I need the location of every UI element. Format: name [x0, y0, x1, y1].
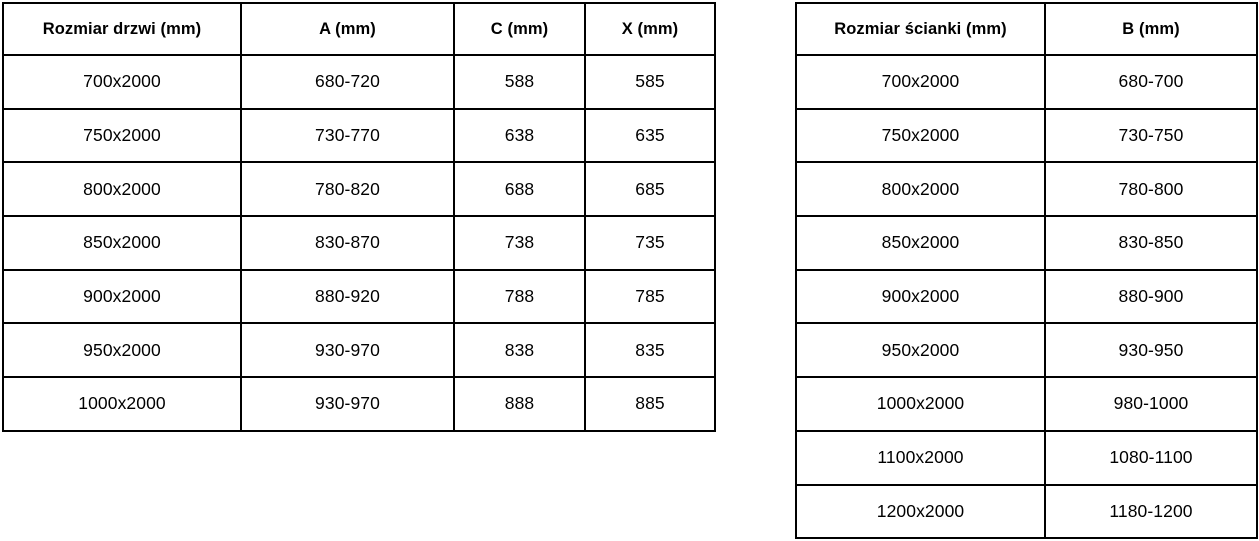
- cell-b: 980-1000: [1044, 376, 1258, 432]
- table-row: 950x2000 930-950: [795, 322, 1258, 379]
- cell-a: 780-820: [240, 161, 455, 218]
- table-row: 700x2000 680-720 588 585: [2, 54, 716, 110]
- cell-b: 730-750: [1044, 107, 1258, 164]
- cell-b: 830-850: [1044, 215, 1258, 271]
- cell-x: 835: [584, 322, 716, 379]
- cell-a: 930-970: [240, 376, 455, 432]
- cell-b: 780-800: [1044, 161, 1258, 218]
- table-row: 1200x2000 1180-1200: [795, 483, 1258, 540]
- cell-door-size: 1000x2000: [2, 376, 242, 432]
- table-row: 1100x2000 1080-1100: [795, 429, 1258, 486]
- cell-door-size: 850x2000: [2, 215, 242, 271]
- cell-a: 930-970: [240, 322, 455, 379]
- cell-c: 638: [453, 107, 586, 164]
- cell-wall-size: 950x2000: [795, 322, 1046, 379]
- table-row: 750x2000 730-750: [795, 107, 1258, 164]
- cell-wall-size: 850x2000: [795, 215, 1046, 271]
- wall-table-header: Rozmiar ścianki (mm) B (mm): [795, 2, 1258, 56]
- cell-wall-size: 1200x2000: [795, 483, 1046, 540]
- cell-wall-size: 1000x2000: [795, 376, 1046, 432]
- cell-b: 1180-1200: [1044, 483, 1258, 540]
- cell-x: 735: [584, 215, 716, 271]
- cell-wall-size: 750x2000: [795, 107, 1046, 164]
- table-row: 1000x2000 930-970 888 885: [2, 376, 716, 432]
- cell-c: 588: [453, 54, 586, 110]
- cell-c: 738: [453, 215, 586, 271]
- wall-size-table: Rozmiar ścianki (mm) B (mm) 700x2000 680…: [795, 2, 1258, 540]
- cell-b: 680-700: [1044, 54, 1258, 110]
- door-table-header: Rozmiar drzwi (mm) A (mm) C (mm) X (mm): [2, 2, 716, 56]
- cell-x: 885: [584, 376, 716, 432]
- cell-door-size: 750x2000: [2, 107, 242, 164]
- cell-c: 888: [453, 376, 586, 432]
- cell-a: 830-870: [240, 215, 455, 271]
- column-header-a: A (mm): [240, 2, 455, 56]
- cell-c: 688: [453, 161, 586, 218]
- table-header-row: Rozmiar ścianki (mm) B (mm): [795, 2, 1258, 56]
- table-row: 850x2000 830-870 738 735: [2, 215, 716, 271]
- cell-wall-size: 900x2000: [795, 268, 1046, 325]
- table-row: 700x2000 680-700: [795, 54, 1258, 110]
- table-row: 800x2000 780-800: [795, 161, 1258, 218]
- cell-x: 685: [584, 161, 716, 218]
- table-row: 800x2000 780-820 688 685: [2, 161, 716, 218]
- cell-door-size: 800x2000: [2, 161, 242, 218]
- column-header-door-size: Rozmiar drzwi (mm): [2, 2, 242, 56]
- cell-c: 838: [453, 322, 586, 379]
- cell-wall-size: 800x2000: [795, 161, 1046, 218]
- table-row: 1000x2000 980-1000: [795, 376, 1258, 432]
- wall-table-body: 700x2000 680-700 750x2000 730-750 800x20…: [795, 54, 1258, 540]
- table-header-row: Rozmiar drzwi (mm) A (mm) C (mm) X (mm): [2, 2, 716, 56]
- cell-wall-size: 700x2000: [795, 54, 1046, 110]
- column-header-x: X (mm): [584, 2, 716, 56]
- cell-a: 680-720: [240, 54, 455, 110]
- cell-door-size: 950x2000: [2, 322, 242, 379]
- cell-door-size: 700x2000: [2, 54, 242, 110]
- cell-c: 788: [453, 268, 586, 325]
- door-table-body: 700x2000 680-720 588 585 750x2000 730-77…: [2, 54, 716, 432]
- cell-b: 930-950: [1044, 322, 1258, 379]
- cell-a: 880-920: [240, 268, 455, 325]
- column-header-c: C (mm): [453, 2, 586, 56]
- cell-a: 730-770: [240, 107, 455, 164]
- table-row: 950x2000 930-970 838 835: [2, 322, 716, 379]
- cell-b: 880-900: [1044, 268, 1258, 325]
- cell-wall-size: 1100x2000: [795, 429, 1046, 486]
- door-size-table: Rozmiar drzwi (mm) A (mm) C (mm) X (mm) …: [2, 2, 716, 432]
- table-row: 900x2000 880-900: [795, 268, 1258, 325]
- cell-x: 635: [584, 107, 716, 164]
- column-header-wall-size: Rozmiar ścianki (mm): [795, 2, 1046, 56]
- cell-x: 585: [584, 54, 716, 110]
- cell-b: 1080-1100: [1044, 429, 1258, 486]
- cell-door-size: 900x2000: [2, 268, 242, 325]
- column-header-b: B (mm): [1044, 2, 1258, 56]
- table-row: 750x2000 730-770 638 635: [2, 107, 716, 164]
- table-row: 900x2000 880-920 788 785: [2, 268, 716, 325]
- table-row: 850x2000 830-850: [795, 215, 1258, 271]
- cell-x: 785: [584, 268, 716, 325]
